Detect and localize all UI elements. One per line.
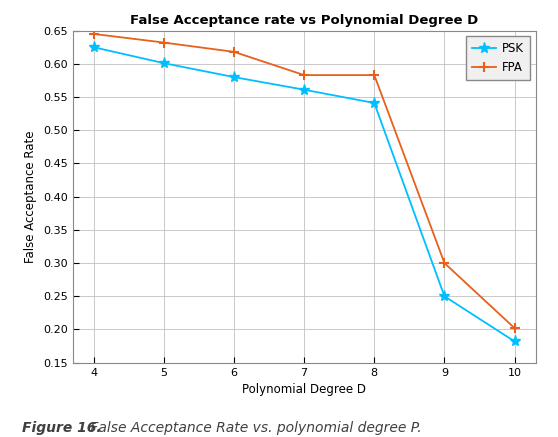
X-axis label: Polynomial Degree D: Polynomial Degree D	[242, 383, 366, 396]
FPA	[230, 49, 237, 55]
Line: FPA: FPA	[89, 29, 519, 333]
FPA	[160, 40, 167, 45]
FPA	[90, 31, 97, 37]
Y-axis label: False Acceptance Rate: False Acceptance Rate	[25, 130, 37, 263]
PSK	[441, 294, 448, 299]
Legend: PSK, FPA: PSK, FPA	[466, 37, 530, 80]
PSK	[301, 87, 307, 92]
Text: False Acceptance Rate vs. polynomial degree P.: False Acceptance Rate vs. polynomial deg…	[86, 421, 422, 435]
Line: PSK: PSK	[88, 42, 520, 347]
PSK	[160, 60, 167, 66]
FPA	[511, 326, 518, 331]
PSK	[371, 101, 378, 106]
Text: Figure 16.: Figure 16.	[22, 421, 102, 435]
FPA	[301, 73, 307, 78]
PSK	[230, 74, 237, 80]
FPA	[441, 260, 448, 266]
PSK	[511, 339, 518, 344]
PSK	[90, 45, 97, 50]
Title: False Acceptance rate vs Polynomial Degree D: False Acceptance rate vs Polynomial Degr…	[130, 14, 478, 27]
FPA	[371, 73, 378, 78]
